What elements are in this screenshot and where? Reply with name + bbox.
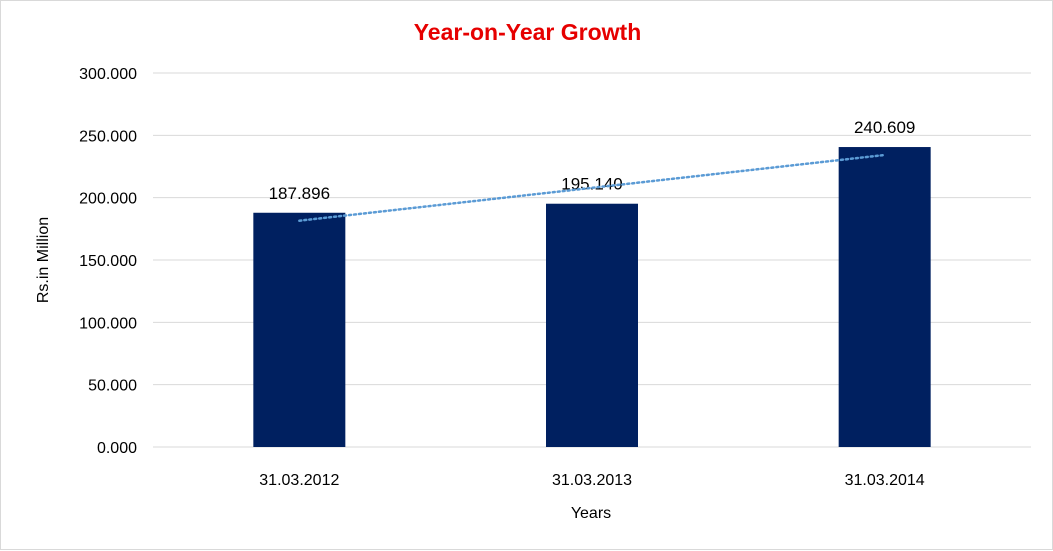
bar xyxy=(253,212,346,447)
chart-title: Year-on-Year Growth xyxy=(413,19,642,45)
y-tick-label: 300.000 xyxy=(79,66,137,83)
x-tick-label: 31.03.2012 xyxy=(259,472,339,489)
data-label: 187.896 xyxy=(269,184,330,203)
x-tick-label: 31.03.2013 xyxy=(552,472,632,489)
x-axis-title: Years xyxy=(570,505,612,522)
y-tick-label: 0.000 xyxy=(97,440,137,457)
y-tick-label: 200.000 xyxy=(79,191,137,208)
y-tick-label: 250.000 xyxy=(79,128,137,145)
data-label: 240.609 xyxy=(854,118,915,137)
y-axis-title: Rs.in Million xyxy=(35,216,52,304)
y-tick-label: 150.000 xyxy=(79,253,137,270)
bar xyxy=(838,147,931,448)
y-tick-label: 100.000 xyxy=(79,315,137,332)
bar xyxy=(546,203,638,447)
trendline xyxy=(298,153,886,222)
x-tick-label: 31.03.2014 xyxy=(845,472,925,489)
y-tick-label: 50.000 xyxy=(88,378,137,395)
